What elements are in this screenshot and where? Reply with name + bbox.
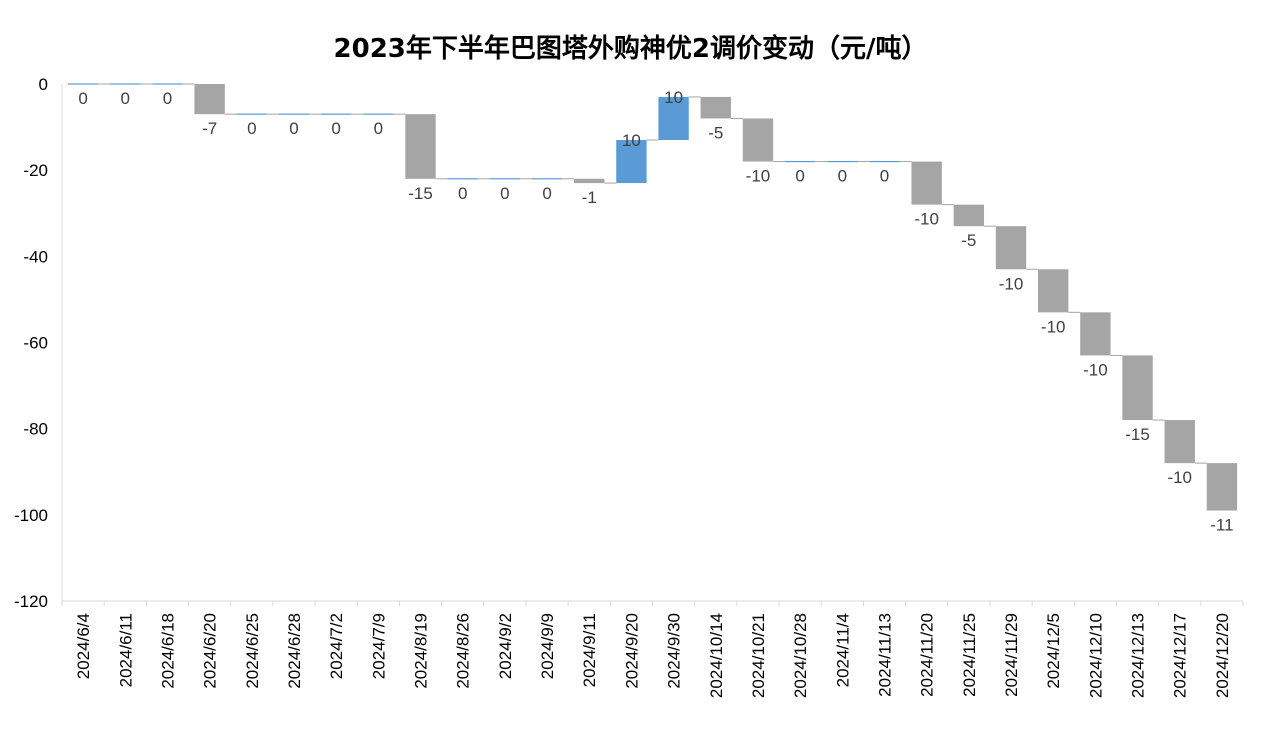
data-label: -10 bbox=[746, 167, 771, 186]
waterfall-bar bbox=[953, 204, 985, 227]
x-tick-label: 2024/9/2 bbox=[496, 613, 515, 679]
waterfall-bar bbox=[658, 96, 689, 141]
waterfall-bar bbox=[531, 178, 563, 180]
data-label: -15 bbox=[1125, 425, 1150, 444]
waterfall-bar bbox=[1164, 420, 1195, 464]
data-label: -10 bbox=[1083, 360, 1108, 379]
x-tick-label: 2024/7/9 bbox=[369, 613, 388, 679]
x-tick-label: 2024/12/20 bbox=[1213, 613, 1232, 698]
data-label: 0 bbox=[542, 184, 551, 203]
y-tick-label: -20 bbox=[23, 161, 48, 180]
waterfall-bar bbox=[152, 83, 183, 85]
data-label: -10 bbox=[999, 274, 1024, 293]
y-tick-label: -60 bbox=[23, 334, 48, 353]
data-label: 0 bbox=[795, 167, 804, 186]
y-tick-label: -100 bbox=[14, 506, 48, 525]
x-tick-label: 2024/9/11 bbox=[580, 613, 599, 687]
x-tick-label: 2024/8/26 bbox=[454, 613, 473, 689]
x-tick-label: 2024/10/28 bbox=[791, 613, 810, 698]
data-label: -5 bbox=[961, 231, 976, 250]
data-label: -1 bbox=[582, 188, 597, 207]
data-label: -7 bbox=[202, 119, 217, 138]
chart-title: 2023年下半年巴图塔外购神优2调价变动（元/吨） bbox=[333, 34, 928, 64]
waterfall-bar bbox=[1122, 355, 1153, 421]
waterfall-bar bbox=[700, 96, 731, 119]
data-label: -10 bbox=[1041, 317, 1066, 336]
data-label: 10 bbox=[664, 88, 683, 107]
waterfall-bar bbox=[742, 118, 774, 162]
data-label: 0 bbox=[838, 167, 847, 186]
waterfall-bar bbox=[869, 160, 900, 163]
waterfall-bar bbox=[363, 113, 394, 115]
waterfall-bar bbox=[574, 178, 605, 184]
data-label: 0 bbox=[163, 89, 172, 108]
data-label: 0 bbox=[331, 119, 340, 138]
waterfall-bar bbox=[278, 113, 310, 115]
waterfall-bar bbox=[1206, 463, 1238, 511]
waterfall-bar bbox=[616, 140, 647, 184]
x-tick-label: 2024/6/28 bbox=[285, 613, 304, 689]
y-tick-label: 0 bbox=[39, 75, 48, 94]
data-label: 10 bbox=[622, 131, 641, 150]
data-label: 0 bbox=[78, 89, 87, 108]
y-tick-label: -40 bbox=[23, 247, 48, 266]
waterfall-bar bbox=[447, 178, 478, 180]
x-tick-label: 2024/12/17 bbox=[1171, 613, 1190, 698]
waterfall-bar bbox=[911, 161, 942, 205]
data-label: -10 bbox=[914, 210, 939, 229]
x-tick-label: 2024/9/9 bbox=[538, 613, 557, 679]
data-label: 0 bbox=[289, 119, 298, 138]
x-tick-label: 2024/11/25 bbox=[960, 613, 979, 697]
waterfall-bar bbox=[194, 84, 225, 115]
data-label: -5 bbox=[708, 123, 723, 142]
x-tick-label: 2024/12/13 bbox=[1129, 613, 1148, 698]
data-label: 0 bbox=[880, 167, 889, 186]
x-tick-label: 2024/9/30 bbox=[665, 613, 684, 689]
x-tick-label: 2024/12/10 bbox=[1086, 613, 1105, 698]
waterfall-bar bbox=[405, 114, 436, 179]
x-tick-label: 2024/6/11 bbox=[116, 613, 135, 687]
data-label: 0 bbox=[374, 119, 383, 138]
data-label: 0 bbox=[458, 184, 467, 203]
x-tick-label: 2024/8/19 bbox=[412, 613, 431, 689]
waterfall-bar bbox=[1038, 269, 1069, 313]
data-label: 0 bbox=[500, 184, 509, 203]
y-tick-label: -120 bbox=[14, 592, 48, 611]
x-tick-label: 2024/6/18 bbox=[158, 613, 177, 689]
data-label: 0 bbox=[121, 89, 130, 108]
data-label: -11 bbox=[1210, 516, 1233, 535]
x-tick-label: 2024/10/21 bbox=[749, 613, 768, 698]
x-tick-label: 2024/11/13 bbox=[875, 613, 894, 697]
x-tick-label: 2024/6/25 bbox=[243, 613, 262, 689]
data-label: 0 bbox=[247, 119, 256, 138]
waterfall-bar bbox=[67, 83, 99, 85]
x-tick-label: 2024/9/20 bbox=[622, 613, 641, 689]
x-tick-label: 2024/11/29 bbox=[1002, 613, 1021, 697]
x-tick-label: 2024/6/20 bbox=[201, 613, 220, 689]
x-tick-label: 2024/7/2 bbox=[327, 613, 346, 679]
waterfall-bar bbox=[995, 226, 1027, 270]
x-tick-label: 2024/11/4 bbox=[833, 613, 852, 687]
waterfall-bar bbox=[489, 178, 521, 180]
waterfall-bar bbox=[110, 83, 141, 85]
x-tick-label: 2024/6/4 bbox=[74, 613, 93, 679]
waterfall-bar bbox=[236, 113, 267, 115]
data-label: -10 bbox=[1167, 468, 1192, 487]
waterfall-bar bbox=[784, 160, 816, 163]
data-label: -15 bbox=[408, 184, 433, 203]
y-tick-label: -80 bbox=[23, 420, 48, 439]
waterfall-bar bbox=[320, 113, 352, 115]
x-tick-label: 2024/10/14 bbox=[707, 613, 726, 698]
x-tick-label: 2024/11/20 bbox=[918, 613, 937, 697]
x-tick-label: 2024/12/5 bbox=[1044, 613, 1063, 689]
waterfall-bar bbox=[1080, 312, 1111, 356]
waterfall-bar bbox=[827, 160, 858, 163]
